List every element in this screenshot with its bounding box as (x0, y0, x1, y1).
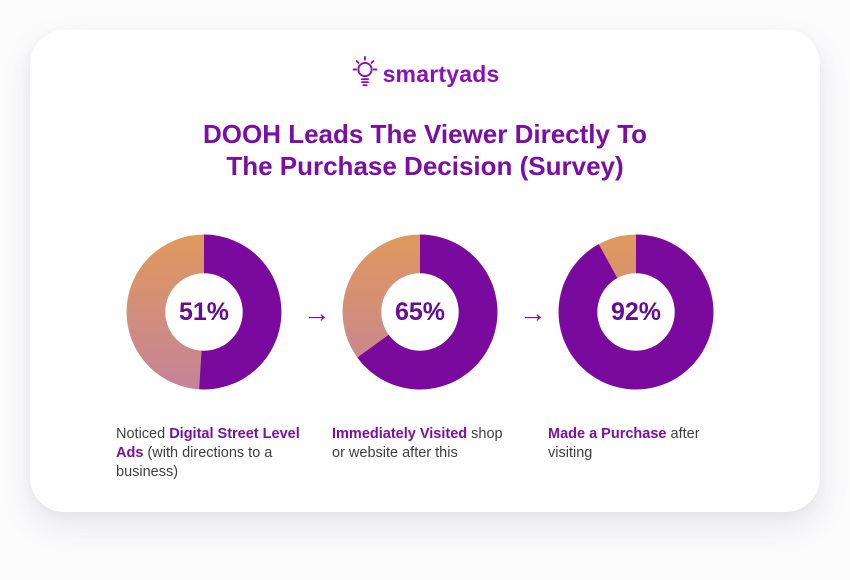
chart-column-purchase: 92% Made a Purchase after visiting (548, 224, 734, 463)
lightbulb-icon (351, 55, 379, 94)
caption-noticed-ads: Noticed Digital Street Level Ads (with d… (116, 425, 302, 482)
donut-chart-92: 92% (548, 224, 724, 400)
donut-charts-row: 51% Noticed Digital Street Level Ads (wi… (30, 224, 820, 482)
caption-text: shop or website after this (332, 426, 503, 461)
page-title: DOOH Leads The Viewer Directly To The Pu… (30, 118, 820, 182)
caption-text: (with directions to a business) (116, 445, 273, 480)
logo-text: smartyads (382, 60, 500, 87)
caption-text: Noticed (116, 426, 170, 442)
donut-ring-65 (332, 224, 508, 400)
infographic-card: smartyads DOOH Leads The Viewer Directly… (30, 30, 820, 512)
caption-highlight: Digital Street Level Ads (116, 426, 300, 461)
title-line-2: The Purchase Decision (Survey) (226, 151, 624, 181)
caption-text: after visiting (548, 426, 700, 461)
caption-visited-shop: Immediately Visited shop or website afte… (332, 425, 518, 463)
title-line-1: DOOH Leads The Viewer Directly To (202, 119, 648, 149)
donut-chart-51: 51% (116, 224, 292, 400)
smartyads-logo: smartyads (30, 54, 820, 94)
arrow-right-icon: → (303, 298, 331, 328)
caption-highlight: Made a Purchase (548, 426, 667, 442)
caption-made-purchase: Made a Purchase after visiting (548, 425, 734, 463)
chart-column-noticed: 51% Noticed Digital Street Level Ads (wi… (116, 224, 302, 482)
arrow-right-icon: → (519, 298, 547, 328)
caption-highlight: Immediately Visited (332, 426, 468, 442)
donut-ring-92 (548, 224, 724, 400)
donut-chart-65: 65% (332, 224, 508, 400)
chart-column-visited: 65% Immediately Visited shop or website … (332, 224, 518, 463)
donut-ring-51 (116, 224, 292, 400)
